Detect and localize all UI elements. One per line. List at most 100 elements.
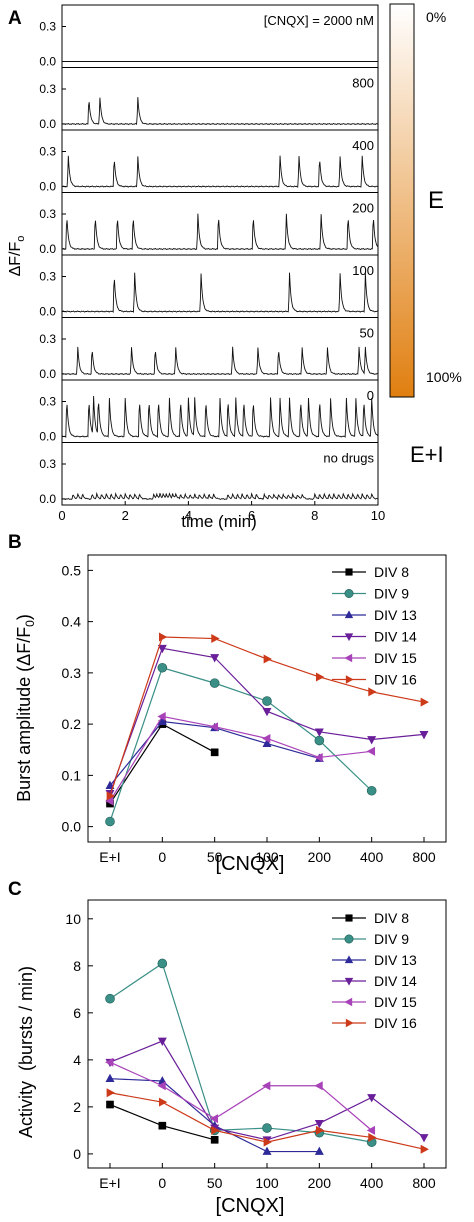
trace-label: 100 <box>352 263 374 278</box>
data-point <box>367 1094 377 1103</box>
data-point <box>262 1146 272 1155</box>
data-point <box>367 736 377 745</box>
trace-y-tick-label: 0.0 <box>39 55 56 69</box>
trace-line <box>61 272 379 314</box>
trace-y-tick-label: 0.0 <box>39 180 56 194</box>
panel-b-ylabel-main: Burst amplitude (ΔF/F <box>14 627 34 802</box>
series-line <box>109 647 425 794</box>
data-point <box>368 687 377 697</box>
series-line <box>109 715 372 802</box>
series-line <box>109 723 215 804</box>
x-tick-label: 50 <box>207 1175 223 1191</box>
data-point <box>345 1018 354 1028</box>
x-tick-label: 100 <box>255 1175 279 1191</box>
data-point <box>211 634 220 644</box>
data-point <box>157 644 167 654</box>
colorbar: 0% 100% E E+I <box>389 3 462 467</box>
y-tick-label: 6 <box>73 1005 81 1021</box>
panel-b-ylabel: Burst amplitude (ΔF/F0) <box>14 614 37 802</box>
trace-frame <box>61 129 379 193</box>
trace-line <box>61 346 379 376</box>
data-point <box>344 588 354 598</box>
y-tick-label: 0.2 <box>62 716 82 732</box>
trace-line <box>61 396 379 439</box>
data-point <box>158 1097 168 1107</box>
x-tick-label: 400 <box>360 849 384 865</box>
trace-frame <box>61 67 379 131</box>
panel-a-ylabel-main: ΔF/F <box>7 242 24 277</box>
colorbar-bottom-label: 100% <box>426 369 462 385</box>
trace-y-tick-label: 0.0 <box>39 492 56 506</box>
trace-y-tick-label: 0.0 <box>39 117 56 131</box>
y-tick-label: 0.5 <box>62 562 82 578</box>
trace-y-tick-label: 0.3 <box>39 82 56 96</box>
data-point <box>105 816 115 827</box>
trace-label: 800 <box>352 76 374 91</box>
data-point <box>262 733 271 743</box>
trace-line <box>61 213 379 251</box>
y-tick-label: 2 <box>73 1099 81 1115</box>
trace-frame <box>61 442 379 506</box>
data-point <box>158 632 168 642</box>
x-tick-label: 6 <box>248 508 255 523</box>
data-point <box>209 1114 219 1124</box>
data-point <box>419 1134 429 1143</box>
trace-label: no drugs <box>323 451 374 466</box>
data-point <box>105 796 114 806</box>
series-line <box>109 962 372 1143</box>
x-tick-label: 0 <box>158 849 166 865</box>
data-point <box>314 752 323 762</box>
data-point <box>315 1125 325 1135</box>
x-tick-label: 800 <box>412 1175 436 1191</box>
panel-b-chart: 0.0 0.1 0.2 0.3 0.4 0.5 E+I 0 50 100 200 400 800 DIV … <box>62 554 447 865</box>
data-point <box>210 1135 219 1144</box>
data-point <box>314 1146 324 1155</box>
x-tick-label: E+I <box>99 1175 120 1191</box>
data-point <box>366 746 376 756</box>
data-point <box>210 748 219 757</box>
panel-b-ylabel-end: ) <box>14 614 34 620</box>
data-point <box>315 672 325 682</box>
series-line <box>109 667 373 822</box>
y-tick-label: 10 <box>65 911 81 927</box>
panel-a-ylabel: ΔF/Fo <box>7 236 27 277</box>
y-tick-label: 0.4 <box>62 614 82 630</box>
data-point <box>344 653 353 663</box>
legend-label: DIV 13 <box>374 952 417 968</box>
data-point <box>344 633 354 642</box>
x-tick-label: 0 <box>58 508 65 523</box>
legend-label: DIV 16 <box>374 672 417 688</box>
trace-label: 0 <box>367 388 374 403</box>
panel-label-b: B <box>8 532 22 553</box>
data-point <box>262 1123 272 1133</box>
data-point <box>157 716 167 725</box>
data-point <box>420 1144 429 1154</box>
trace-y-tick-label: 0.3 <box>39 457 56 471</box>
x-tick-label: 10 <box>371 508 385 523</box>
y-tick-label: 0.0 <box>62 819 82 835</box>
data-point <box>366 1125 376 1135</box>
data-point <box>420 697 429 707</box>
trace-y-tick-label: 0.0 <box>39 305 56 319</box>
colorbar-gradient <box>389 3 415 398</box>
panel-a-xlabel: time (min) <box>181 512 257 531</box>
data-point <box>345 568 353 576</box>
data-point <box>314 1119 324 1129</box>
data-point <box>344 955 354 964</box>
data-point <box>263 1137 272 1147</box>
x-tick-label: 200 <box>308 1175 332 1191</box>
x-tick-label: 100 <box>255 849 279 865</box>
data-point <box>262 1081 271 1091</box>
trace-y-tick-label: 0.3 <box>39 145 56 159</box>
data-point <box>106 791 115 801</box>
panel-c-chart: 0 2 4 6 8 10 E+I 0 50 100 200 400 800 DIV 8 DIV 9 DIV 1… <box>65 899 447 1191</box>
data-point <box>419 731 429 740</box>
trace-line <box>61 155 379 188</box>
x-tick-label: 50 <box>207 849 223 865</box>
data-point <box>344 934 354 944</box>
trace-label: 200 <box>352 201 374 216</box>
trace-frame <box>61 254 379 318</box>
legend-label: DIV 9 <box>374 586 409 602</box>
data-point <box>314 735 325 746</box>
